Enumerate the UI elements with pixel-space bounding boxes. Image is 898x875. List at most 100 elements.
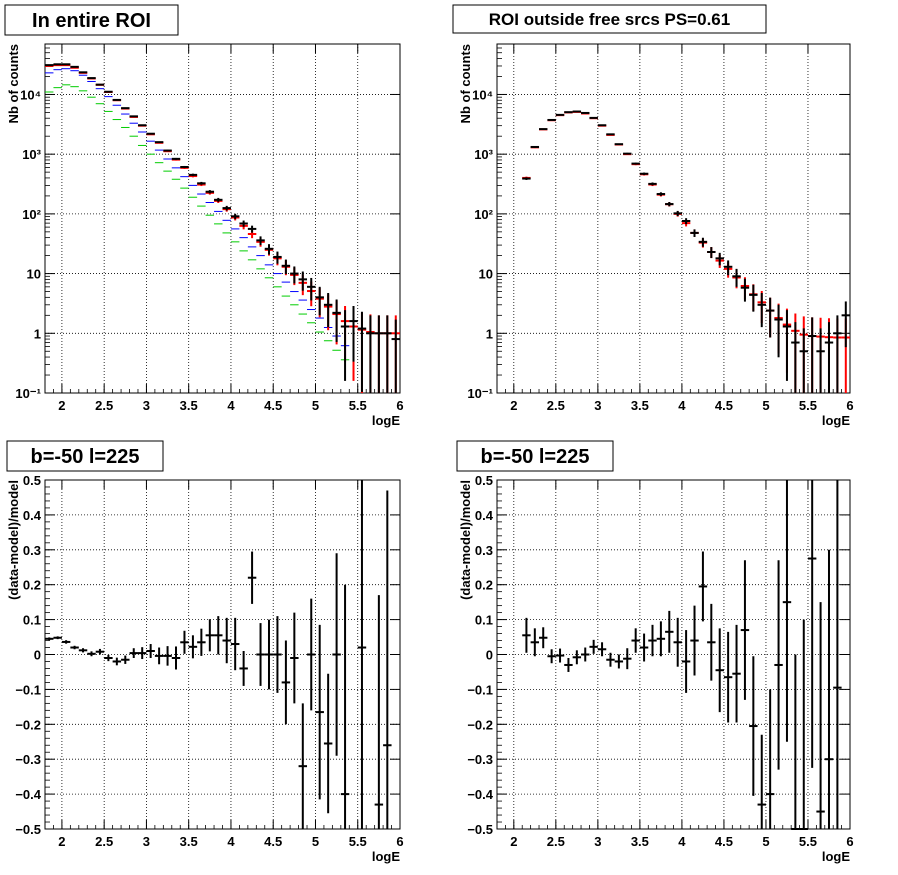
y-tick-label: 10⁻¹ [15,386,41,401]
panel-2: 2 2.5 3 3.5 4 4.5 5 5.5 6 10⁻¹ 1 10 10² 10³ 10⁴ logE Nb … [452,4,854,428]
x-tick-label: 2 [510,834,517,849]
y-tick-label: 10 [27,267,41,282]
x-tick-label: 4.5 [715,834,733,849]
y-axis-label: Nb of counts [458,44,473,123]
series-2 [45,68,350,347]
x-tick-label: 3 [143,398,150,413]
y-tick-label: −0.3 [15,752,41,767]
x-tick-label: 4 [678,398,686,413]
y-axis: 10⁻¹ 1 10 10² 10³ 10⁴ [15,43,400,401]
panel-1: 2 2.5 3 3.5 4 4.5 5 5.5 6 10⁻¹ 1 10 10² 10³ 10⁴ logE Nb … [4,4,404,428]
x-axis: 2 2.5 3 3.5 4 4.5 5 5.5 6 [44,480,404,849]
title-box [452,4,767,34]
x-tick-label: 3.5 [631,398,649,413]
y-tick-label: −0.5 [15,822,41,837]
x-tick-label: 6 [396,398,403,413]
x-axis: 2 2.5 3 3.5 4 4.5 5 5.5 6 [496,480,854,849]
x-tick-label: 6 [396,834,403,849]
y-tick-label: 10⁻¹ [467,386,493,401]
x-tick-label: 4 [678,834,686,849]
y-tick-label: 0 [34,648,41,663]
x-tick-label: 3.5 [180,834,198,849]
y-tick-label: 1 [486,326,493,341]
y-axis-label: (data-model)/model [6,480,21,600]
panel-3: 2 2.5 3 3.5 4 4.5 5 5.5 6 −0.5 −0.4 −0.3 −0.2 −0.1 0 0.… [6,440,404,864]
y-tick-label: 10² [474,207,493,222]
y-tick-label: 0.5 [23,473,41,488]
y-tick-label: −0.5 [467,822,493,837]
panel-4: 2 2.5 3 3.5 4 4.5 5 5.5 6 −0.5 −0.4 −0.3 −0.2 −0.1 0 0.… [456,440,854,864]
x-tick-label: 2 [58,834,65,849]
series-4 [45,63,400,393]
plot-frame [496,43,851,394]
plot-title: In entire ROI [32,10,151,32]
y-tick-label: 0.5 [475,473,493,488]
y-axis-label: (data-model)/model [458,480,473,600]
plot-title: ROI outside free srcs PS=0.61 [489,10,730,29]
x-axis-label: logE [822,849,850,864]
y-tick-label: 10 [479,267,493,282]
y-tick-label: −0.3 [467,752,493,767]
x-tick-label: 2.5 [95,834,113,849]
y-tick-label: 0.2 [23,578,41,593]
x-tick-label: 3.5 [180,398,198,413]
x-tick-label: 6 [846,834,853,849]
x-tick-label: 3 [594,834,601,849]
series-1 [522,480,842,830]
series-1 [45,480,392,829]
x-tick-label: 3 [594,398,601,413]
plot-frame [44,43,401,394]
x-tick-label: 2.5 [547,398,565,413]
y-tick-label: 0 [486,648,493,663]
title-box [6,440,164,472]
x-tick-label: 2.5 [95,398,113,413]
series-3 [45,64,400,393]
x-tick-label: 2 [58,398,65,413]
y-tick-label: 0.4 [475,508,494,523]
x-axis: 2 2.5 3 3.5 4 4.5 5 5.5 6 [44,44,404,413]
x-tick-label: 5 [312,834,319,849]
y-tick-label: 10⁴ [20,87,41,102]
y-tick-label: −0.1 [15,682,41,697]
y-axis: −0.5 −0.4 −0.3 −0.2 −0.1 0 0.1 0.2 0.3 0.4 0.5 [467,473,850,837]
plot-title: b=-50 l=225 [31,446,140,468]
y-tick-label: 0.1 [23,613,41,628]
x-tick-label: 5 [762,398,769,413]
y-tick-label: 10³ [22,147,41,162]
x-tick-label: 5.5 [799,398,817,413]
y-tick-label: 10² [22,207,41,222]
x-tick-label: 3.5 [631,834,649,849]
x-axis: 2 2.5 3 3.5 4 4.5 5 5.5 6 [496,44,854,413]
title-box [4,4,179,36]
x-tick-label: 6 [846,398,853,413]
plot-title: b=-50 l=225 [481,446,590,468]
y-tick-label: 0.3 [475,543,493,558]
x-axis-label: logE [372,413,400,428]
x-tick-label: 5 [762,834,769,849]
y-axis: 10⁻¹ 1 10 10² 10³ 10⁴ [467,43,850,401]
y-tick-label: −0.2 [467,717,493,732]
x-tick-label: 3 [143,834,150,849]
y-tick-label: 10⁴ [472,87,493,102]
x-tick-label: 5.5 [349,398,367,413]
x-tick-label: 4.5 [264,834,282,849]
x-tick-label: 4.5 [715,398,733,413]
y-tick-label: 1 [34,326,41,341]
x-tick-label: 2.5 [547,834,565,849]
y-tick-label: 0.3 [23,543,41,558]
y-tick-label: 10³ [474,147,493,162]
x-tick-label: 2 [510,398,517,413]
y-tick-label: 0.2 [475,578,493,593]
y-tick-label: 0.4 [23,508,42,523]
y-tick-label: −0.1 [467,682,493,697]
x-tick-label: 5 [312,398,319,413]
x-tick-label: 4.5 [264,398,282,413]
x-axis-label: logE [372,849,400,864]
x-tick-label: 5.5 [799,834,817,849]
y-axis-label: Nb of counts [6,44,21,123]
series-1 [45,84,350,361]
y-tick-label: −0.4 [15,787,41,802]
x-tick-label: 4 [227,834,235,849]
y-tick-label: 0.1 [475,613,493,628]
